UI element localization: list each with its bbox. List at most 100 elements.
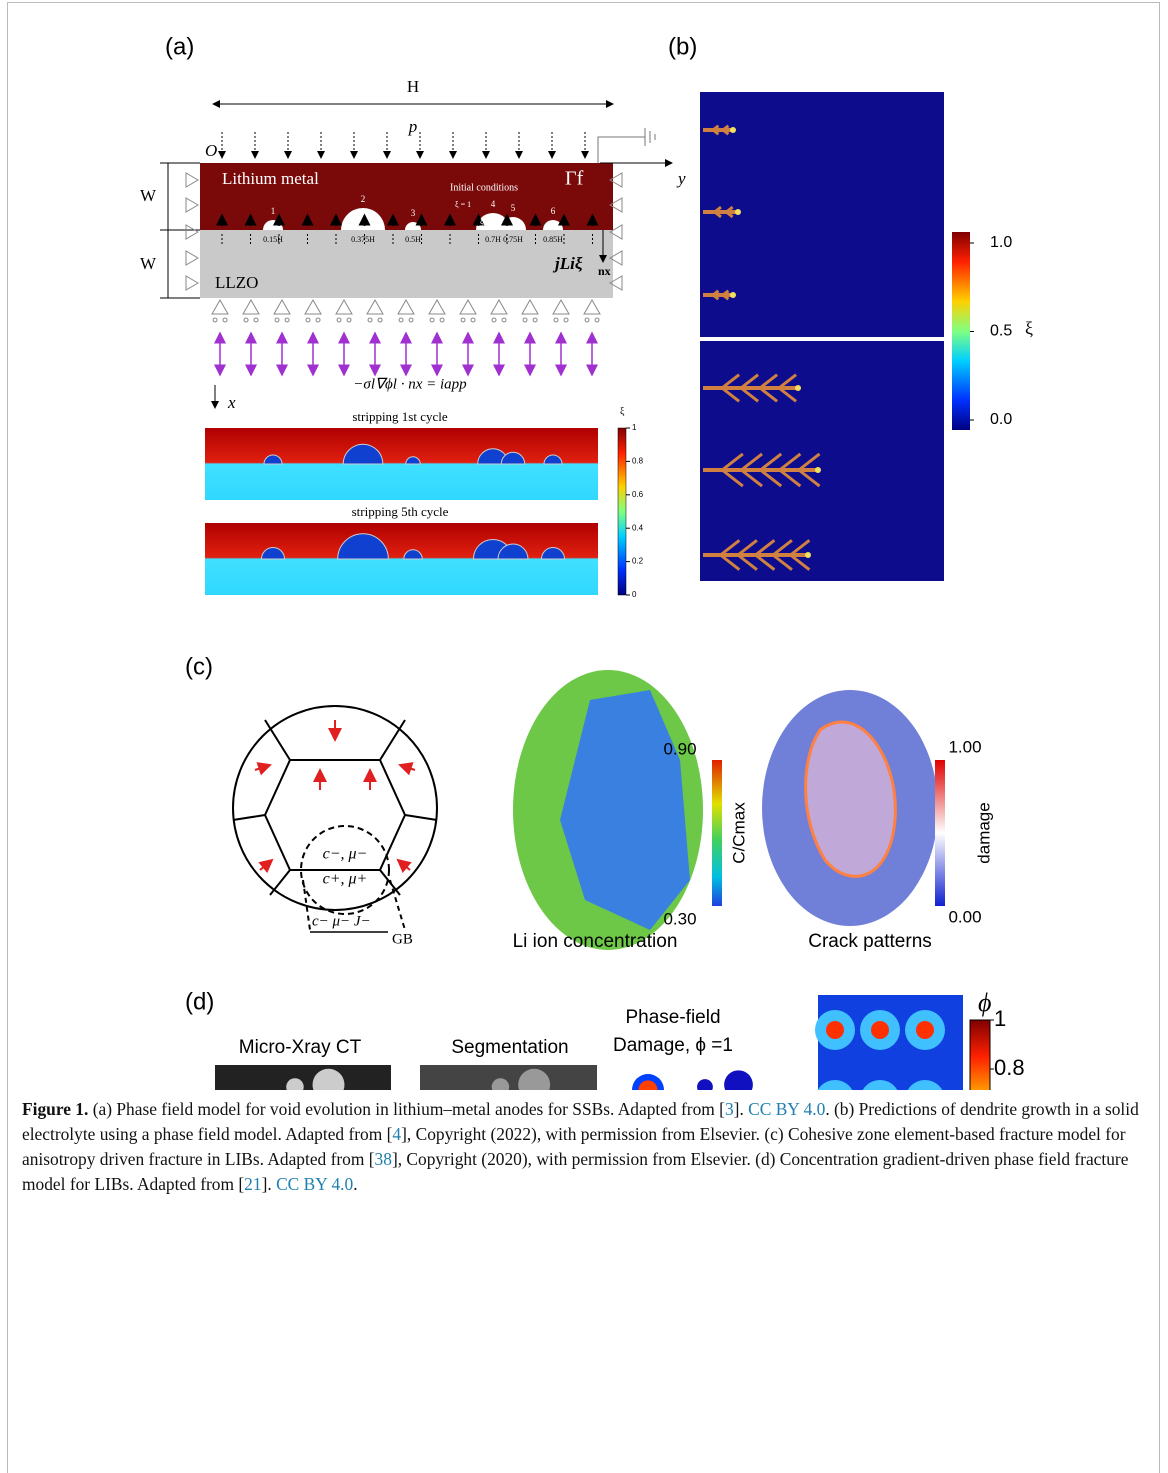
dimension-label: W	[140, 254, 157, 273]
origin-label: O	[205, 141, 217, 160]
dendrite-tip	[730, 292, 736, 298]
annotation: Γf	[565, 168, 584, 190]
layer-label: Lithium metal	[222, 169, 319, 188]
caption-text: ].	[734, 1099, 749, 1119]
annotation: c− μ− J−	[312, 913, 371, 929]
annotation: Initial conditions	[450, 182, 518, 193]
colorbar-symbol: ξ	[1025, 318, 1033, 338]
void-number: 3	[411, 208, 416, 218]
panel-label: (b)	[668, 33, 697, 60]
support	[336, 300, 352, 322]
void-number: 4	[491, 199, 496, 209]
void-position: 0.15H	[263, 235, 283, 244]
support	[212, 300, 228, 322]
colorbar-ticks: 10.80.60.40.20	[990, 1006, 1025, 1090]
annotation: c+, μ+	[323, 871, 368, 888]
page: {"panel_a":{"label":"(a)","H":"H","p":"p…	[0, 0, 1168, 1461]
caption-text: .	[353, 1174, 357, 1194]
dendrite-tip	[730, 127, 736, 133]
void-position: 0.375H	[351, 235, 375, 244]
annotation: c−, μ−	[323, 846, 368, 863]
figure: (a) H p 10.15H20.375H30.5H40.7H50.75H60.…	[0, 0, 1168, 1090]
dendrite-tip	[815, 467, 821, 473]
license-link[interactable]: CC BY 4.0	[748, 1099, 825, 1119]
figure-caption: Figure 1. (a) Phase field model for void…	[22, 1097, 1147, 1197]
dendrite-tip	[805, 552, 811, 558]
flux-arrow	[260, 860, 272, 870]
axis-label: y	[676, 169, 686, 188]
layer-label: LLZO	[215, 273, 258, 292]
flux-arrow	[255, 765, 270, 770]
particle	[826, 1021, 844, 1039]
image-title: Micro-Xray CT	[239, 1037, 362, 1058]
colorbar-tick: 0.00	[948, 907, 981, 926]
support	[398, 300, 414, 322]
support	[429, 300, 445, 322]
colorbar-tick-label: 0.6	[632, 490, 644, 499]
support	[367, 300, 383, 322]
colorbar-tick-label: 1	[632, 423, 637, 432]
void-position: 0.7H	[485, 235, 501, 244]
image-title: Phase-field	[625, 1007, 720, 1028]
equation: −σl∇ϕl · nx = iapp	[353, 376, 467, 392]
pressure-arrows	[222, 132, 585, 158]
support	[274, 300, 290, 322]
support	[522, 300, 538, 322]
image-title: stripping 5th cycle	[352, 504, 449, 519]
colorbar-tick-label: 0.2	[632, 557, 644, 566]
panel-label: (a)	[165, 33, 194, 60]
colorbar	[935, 760, 945, 906]
image-title: Damage, ϕ =1	[613, 1035, 733, 1056]
colorbar	[970, 1020, 990, 1090]
dendrite-tip	[795, 385, 801, 391]
void-number: 6	[551, 206, 556, 216]
image-title: Crack patterns	[808, 931, 932, 952]
image-title: stripping 1st cycle	[352, 409, 448, 424]
colorbar-tick: 0.30	[663, 909, 696, 928]
colorbar-tick-label: 0.0	[990, 411, 1012, 428]
colorbar-tick: 0.90	[663, 739, 696, 758]
colorbar-tick-label: 0.8	[632, 457, 644, 466]
void-number: 1	[271, 206, 276, 216]
annotation: ξ = 1	[455, 200, 471, 209]
flux-arrow	[398, 860, 410, 870]
colorbar-tick-label: 0	[632, 590, 637, 599]
void-position: 0.75H	[503, 235, 523, 244]
colorbar-tick-label: 0.4	[632, 523, 644, 532]
support	[584, 300, 600, 322]
support	[305, 300, 321, 322]
panel-label: (c)	[185, 653, 213, 680]
annotation: nx	[598, 264, 611, 278]
dimension-label: W	[140, 186, 157, 205]
image-title: Li ion concentration	[513, 931, 678, 952]
colorbar-label: C/Cmax	[729, 802, 748, 864]
colorbar-symbol: ξ	[620, 406, 625, 417]
colorbar-tick-label: 0.5	[990, 323, 1012, 340]
colorbar-tick: 1.00	[948, 737, 981, 756]
colorbar-tick-label: 1.0	[990, 234, 1012, 251]
particle	[916, 1021, 934, 1039]
colorbar	[618, 428, 626, 595]
void-position: 0.5H	[405, 235, 421, 244]
dendrite-tip	[735, 209, 741, 215]
dimension-label: H	[407, 77, 419, 96]
dimension-ticks	[160, 163, 200, 298]
colorbar	[712, 760, 722, 906]
pressure-label: p	[408, 117, 418, 136]
colorbar-symbol: ϕ	[978, 988, 991, 1017]
reference-link[interactable]: 3	[725, 1099, 734, 1119]
support	[491, 300, 507, 322]
flux-arrow	[400, 765, 415, 770]
image-title: Segmentation	[451, 1037, 568, 1058]
reference-link[interactable]: 21	[244, 1174, 261, 1194]
annotation: ξ = 0	[480, 217, 496, 226]
caption-text: ].	[262, 1174, 277, 1194]
support	[460, 300, 476, 322]
reference-link[interactable]: 4	[392, 1124, 401, 1144]
particle	[871, 1021, 889, 1039]
colorbar-tick-label: 0.8	[994, 1055, 1025, 1080]
license-link[interactable]: CC BY 4.0	[276, 1174, 353, 1194]
colorbar-label: damage	[974, 802, 993, 863]
reference-link[interactable]: 38	[375, 1149, 392, 1169]
colorbar-ticks: 1 0.8 0.6 0.4 0.2 0	[626, 423, 644, 599]
